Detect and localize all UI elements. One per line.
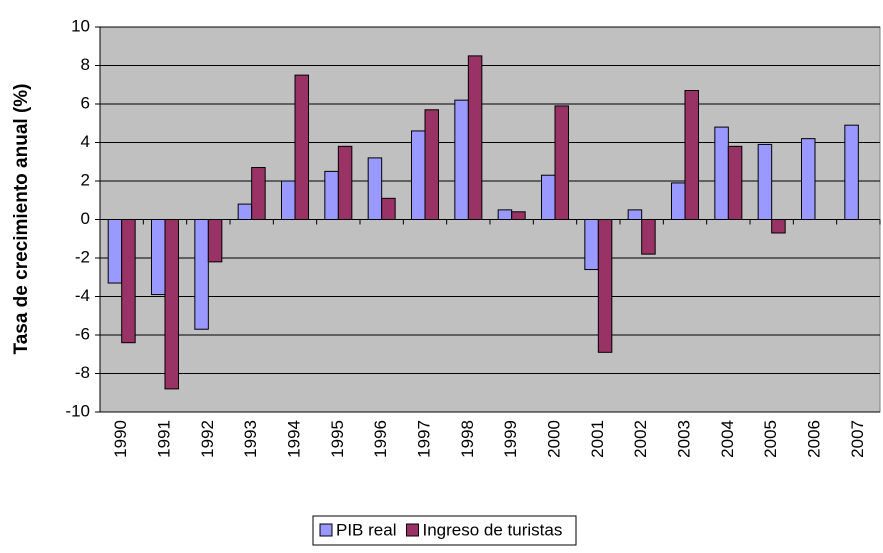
bar: [801, 138, 816, 220]
x-tick-label: 1991: [154, 420, 173, 458]
x-tick-label: 2007: [848, 420, 867, 458]
legend-label: PIB real: [336, 520, 396, 539]
y-tick-label: 6: [81, 93, 90, 112]
x-tick-label: 1996: [371, 420, 390, 458]
x-tick-label: 1997: [414, 420, 433, 458]
y-tick-label: -4: [75, 286, 90, 305]
y-tick-label: 2: [81, 170, 90, 189]
legend-label: Ingreso de turistas: [422, 520, 562, 539]
y-axis-title: Tasa de crecimiento anual (%): [11, 83, 32, 354]
x-tick-label: 2004: [718, 420, 737, 458]
bar: [337, 145, 353, 221]
x-tick-label: 2003: [674, 420, 693, 458]
y-tick-label: -10: [65, 401, 90, 420]
bar: [627, 209, 643, 220]
x-tick-label: 1999: [501, 420, 520, 458]
bar: [467, 55, 483, 220]
y-tick-label: -2: [75, 247, 90, 266]
bar: [294, 74, 309, 220]
bar: [164, 219, 179, 390]
x-tick-label: 1993: [241, 420, 260, 458]
bar: [281, 180, 296, 220]
y-tick-label: -8: [75, 363, 90, 382]
x-tick-label: 1992: [198, 420, 217, 458]
bar: [207, 219, 223, 263]
y-tick-label: 8: [81, 55, 90, 74]
legend-swatch: [405, 523, 419, 537]
bar: [381, 197, 396, 220]
x-tick-label: 1998: [458, 420, 477, 458]
x-tick-label: 2005: [761, 420, 780, 458]
bar: [684, 90, 699, 221]
y-tick-label: 4: [81, 132, 90, 151]
bar: [151, 219, 166, 296]
bar: [107, 219, 123, 284]
x-tick-label: 2000: [544, 420, 563, 458]
bar: [251, 167, 266, 220]
bar: [771, 219, 786, 234]
bar: [584, 219, 599, 271]
bar: [641, 219, 656, 255]
y-tick-label: 0: [81, 209, 90, 228]
x-tick-label: 1995: [328, 420, 347, 458]
bar: [454, 99, 469, 220]
legend-swatch: [319, 523, 333, 537]
bar: [497, 209, 513, 220]
bar: [194, 219, 209, 330]
bar: [121, 219, 136, 344]
x-tick-label: 1990: [111, 420, 130, 458]
bar: [511, 211, 526, 221]
y-tick-label: 10: [71, 16, 90, 35]
bar: [424, 109, 439, 220]
bar: [411, 130, 426, 220]
x-tick-label: 2001: [588, 420, 607, 458]
x-tick-label: 2006: [804, 420, 823, 458]
bar: [727, 145, 743, 221]
x-tick-label: 2002: [631, 420, 650, 458]
legend: [312, 515, 577, 546]
bar: [597, 219, 613, 353]
bar: [671, 182, 686, 221]
bar: [714, 126, 729, 220]
bar: [757, 143, 773, 220]
y-tick-label: -6: [75, 324, 90, 343]
bar: [844, 124, 859, 220]
bar: [367, 157, 383, 220]
bar: [237, 203, 253, 221]
bar: [554, 105, 569, 220]
bar: [324, 170, 339, 220]
x-tick-label: 1994: [284, 420, 303, 458]
bar: [541, 174, 556, 221]
